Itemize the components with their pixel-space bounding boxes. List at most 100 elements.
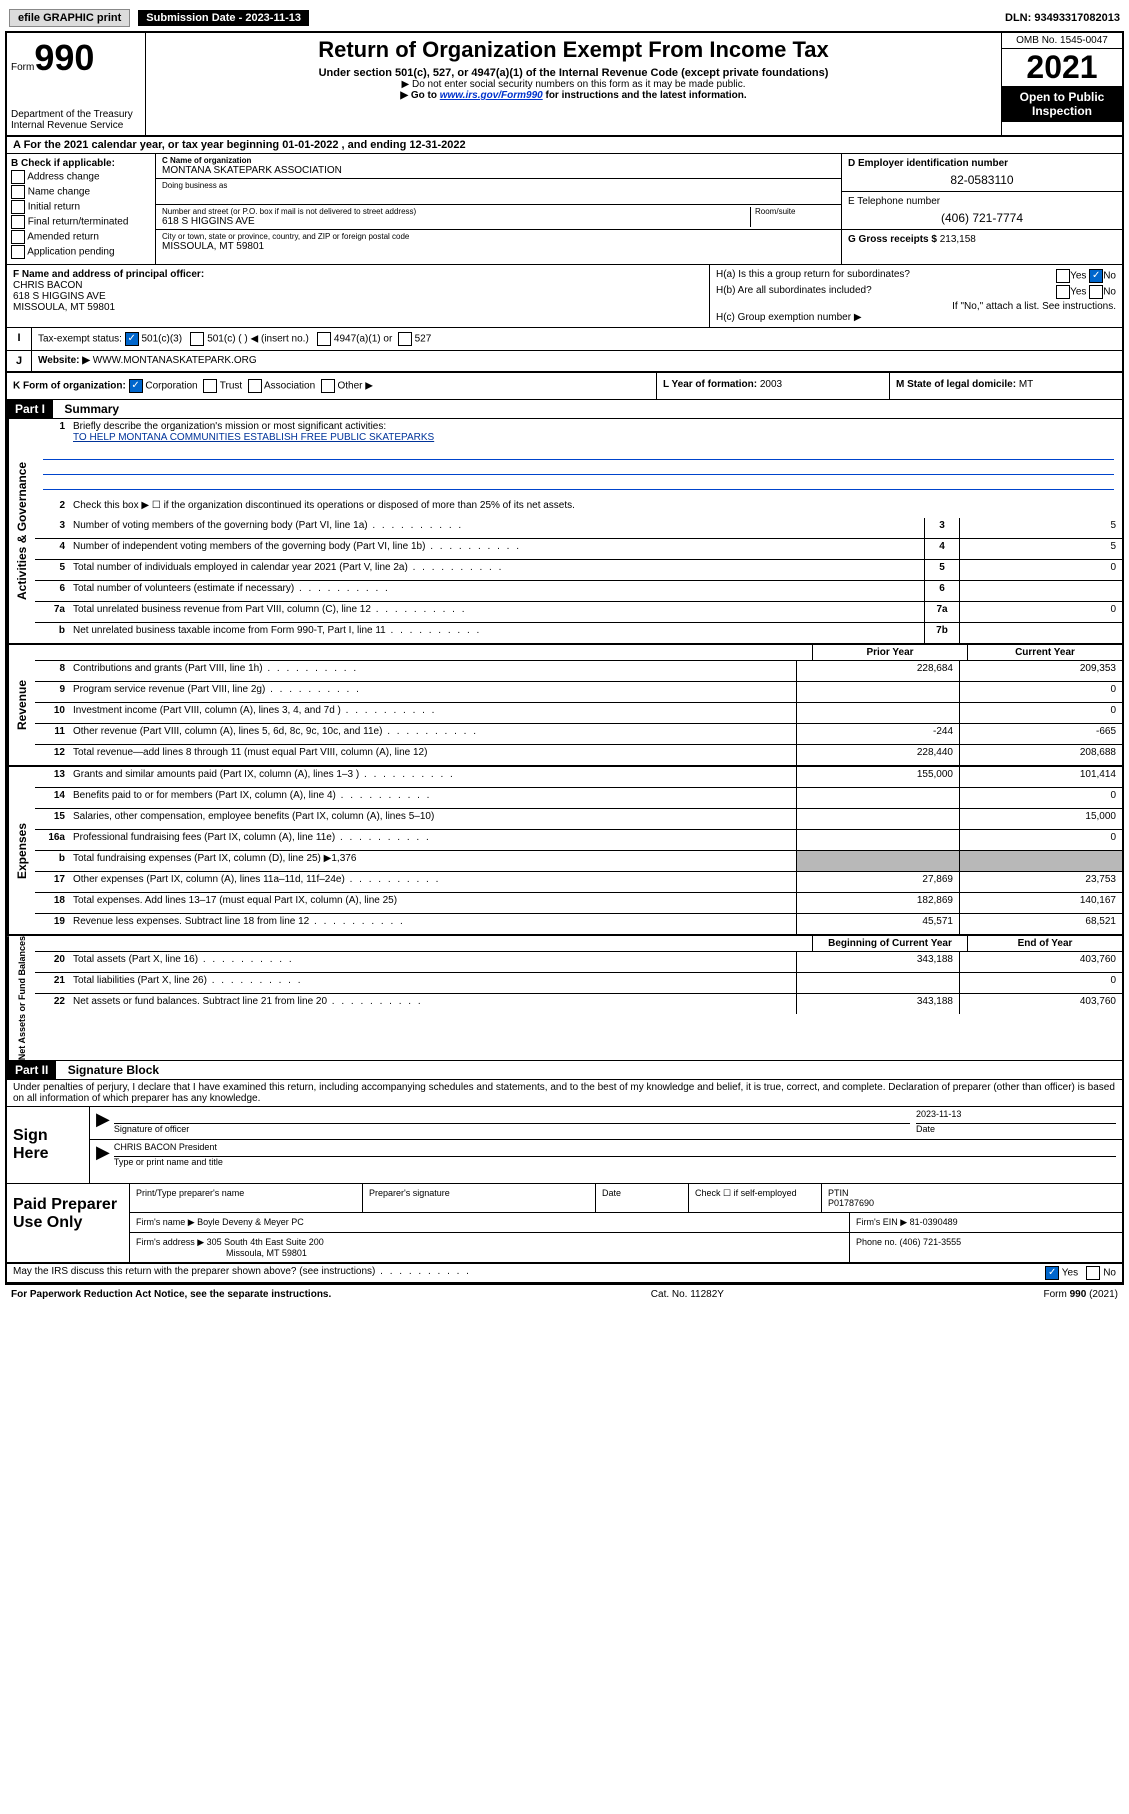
page-footer: For Paperwork Reduction Act Notice, see …: [5, 1285, 1124, 1304]
checkbox-icon[interactable]: [1089, 285, 1103, 299]
website-value: WWW.MONTANASKATEPARK.ORG: [93, 355, 257, 366]
prior-header: Prior Year: [812, 645, 967, 660]
k-o1: Corporation: [145, 381, 197, 392]
l5-desc: Total number of individuals employed in …: [69, 560, 924, 580]
p22: 343,188: [796, 994, 959, 1014]
part1-header: Part I Summary: [7, 400, 1122, 419]
beg-header: Beginning of Current Year: [812, 936, 967, 951]
discuss-row: May the IRS discuss this return with the…: [7, 1264, 1122, 1283]
netassets-block: Net Assets or Fund Balances Beginning of…: [7, 936, 1122, 1061]
k-year: 2003: [760, 379, 782, 390]
checkbox-icon[interactable]: [11, 200, 25, 214]
box-num: 4: [924, 539, 959, 559]
paid-h4: Check ☐ if self-employed: [689, 1184, 822, 1212]
box-num: 5: [924, 560, 959, 580]
k-o3: Association: [264, 381, 315, 392]
ha-label: H(a) Is this a group return for subordin…: [716, 269, 910, 283]
b-item[interactable]: Amended return: [11, 230, 151, 244]
checkbox-icon[interactable]: [1056, 269, 1070, 283]
b-item[interactable]: Final return/terminated: [11, 215, 151, 229]
c-name-label: C Name of organization: [162, 156, 835, 165]
gray-cell: [959, 851, 1122, 871]
p21: [796, 973, 959, 993]
col-c: C Name of organization MONTANA SKATEPARK…: [156, 154, 841, 264]
c18: 140,167: [959, 893, 1122, 913]
checkbox-icon[interactable]: [248, 379, 262, 393]
p13: 155,000: [796, 767, 959, 787]
paperwork-notice: For Paperwork Reduction Act Notice, see …: [11, 1289, 331, 1300]
hc-label: H(c) Group exemption number ▶: [716, 312, 1116, 323]
checkbox-icon[interactable]: [11, 185, 25, 199]
checkbox-checked-icon[interactable]: [1045, 1266, 1059, 1280]
l4-val: 5: [959, 539, 1122, 559]
paid-h2: Preparer's signature: [363, 1184, 596, 1212]
b-item[interactable]: Name change: [11, 185, 151, 199]
k-state-label: M State of legal domicile:: [896, 379, 1019, 390]
p20: 343,188: [796, 952, 959, 972]
tax-o4: 527: [415, 334, 432, 345]
checkbox-icon[interactable]: [1056, 285, 1070, 299]
checkbox-icon[interactable]: [1086, 1266, 1100, 1280]
b-item[interactable]: Address change: [11, 170, 151, 184]
p8: 228,684: [796, 661, 959, 681]
part1-title: Summary: [56, 400, 127, 418]
mission-line: [43, 475, 1114, 490]
part2-header: Part II Signature Block: [7, 1061, 1122, 1080]
k-o4: Other ▶: [337, 381, 372, 392]
checkbox-icon[interactable]: [203, 379, 217, 393]
checkbox-icon[interactable]: [190, 332, 204, 346]
dln-value: 93493317082013: [1034, 12, 1120, 24]
end-header: End of Year: [967, 936, 1122, 951]
checkbox-icon[interactable]: [11, 215, 25, 229]
l7a-val: 0: [959, 602, 1122, 622]
b-item[interactable]: Initial return: [11, 200, 151, 214]
signer-name: CHRIS BACON President: [114, 1142, 1116, 1157]
row-a: A For the 2021 calendar year, or tax yea…: [7, 137, 1122, 154]
efile-btn[interactable]: efile GRAPHIC print: [9, 9, 130, 27]
current-header: Current Year: [967, 645, 1122, 660]
omb-number: OMB No. 1545-0047: [1002, 33, 1122, 49]
checkbox-icon[interactable]: [398, 332, 412, 346]
hb-label: H(b) Are all subordinates included?: [716, 285, 872, 299]
box-num: 6: [924, 581, 959, 601]
b-item[interactable]: Application pending: [11, 245, 151, 259]
addr-label: Number and street (or P.O. box if mail i…: [162, 207, 750, 216]
irs-link[interactable]: www.irs.gov/Form990: [440, 90, 543, 101]
line-num: 2: [35, 498, 69, 518]
p12: 228,440: [796, 745, 959, 765]
dept-label: Department of the Treasury Internal Reve…: [11, 109, 141, 131]
line-num: 4: [35, 539, 69, 559]
sign-date: 2023-11-13: [916, 1109, 1116, 1124]
checkbox-checked-icon[interactable]: [129, 379, 143, 393]
header-right: OMB No. 1545-0047 2021 Open to Public In…: [1001, 33, 1122, 135]
p14: [796, 788, 959, 808]
rev-vert-label: Revenue: [7, 645, 35, 765]
checkbox-icon[interactable]: [317, 332, 331, 346]
l6-val: [959, 581, 1122, 601]
checkbox-icon[interactable]: [11, 170, 25, 184]
l17: Other expenses (Part IX, column (A), lin…: [69, 872, 796, 892]
gov-vert-label: Activities & Governance: [7, 419, 35, 643]
box-num: 3: [924, 518, 959, 538]
firm-addr2: Missoula, MT 59801: [226, 1248, 307, 1258]
phone-value: (406) 721-7774: [848, 211, 1116, 225]
checkbox-icon[interactable]: [11, 230, 25, 244]
b-text: Name change: [28, 187, 90, 198]
l20: Total assets (Part X, line 16): [69, 952, 796, 972]
l21: Total liabilities (Part X, line 26): [69, 973, 796, 993]
checkbox-checked-icon[interactable]: [1089, 269, 1103, 283]
l11: Other revenue (Part VIII, column (A), li…: [69, 724, 796, 744]
k-year-label: L Year of formation:: [663, 379, 760, 390]
col-h: H(a) Is this a group return for subordin…: [710, 265, 1122, 327]
section-bcd: B Check if applicable: Address change Na…: [7, 154, 1122, 265]
l12: Total revenue—add lines 8 through 11 (mu…: [69, 745, 796, 765]
line-num: 10: [35, 703, 69, 723]
yes-label: Yes: [1070, 287, 1086, 298]
l6-desc: Total number of volunteers (estimate if …: [69, 581, 924, 601]
checkbox-icon[interactable]: [321, 379, 335, 393]
checkbox-checked-icon[interactable]: [125, 332, 139, 346]
checkbox-icon[interactable]: [11, 245, 25, 259]
k-o2: Trust: [220, 381, 242, 392]
tax-status: Tax-exempt status: 501(c)(3) 501(c) ( ) …: [32, 328, 1122, 350]
form-number: 990: [34, 37, 94, 78]
